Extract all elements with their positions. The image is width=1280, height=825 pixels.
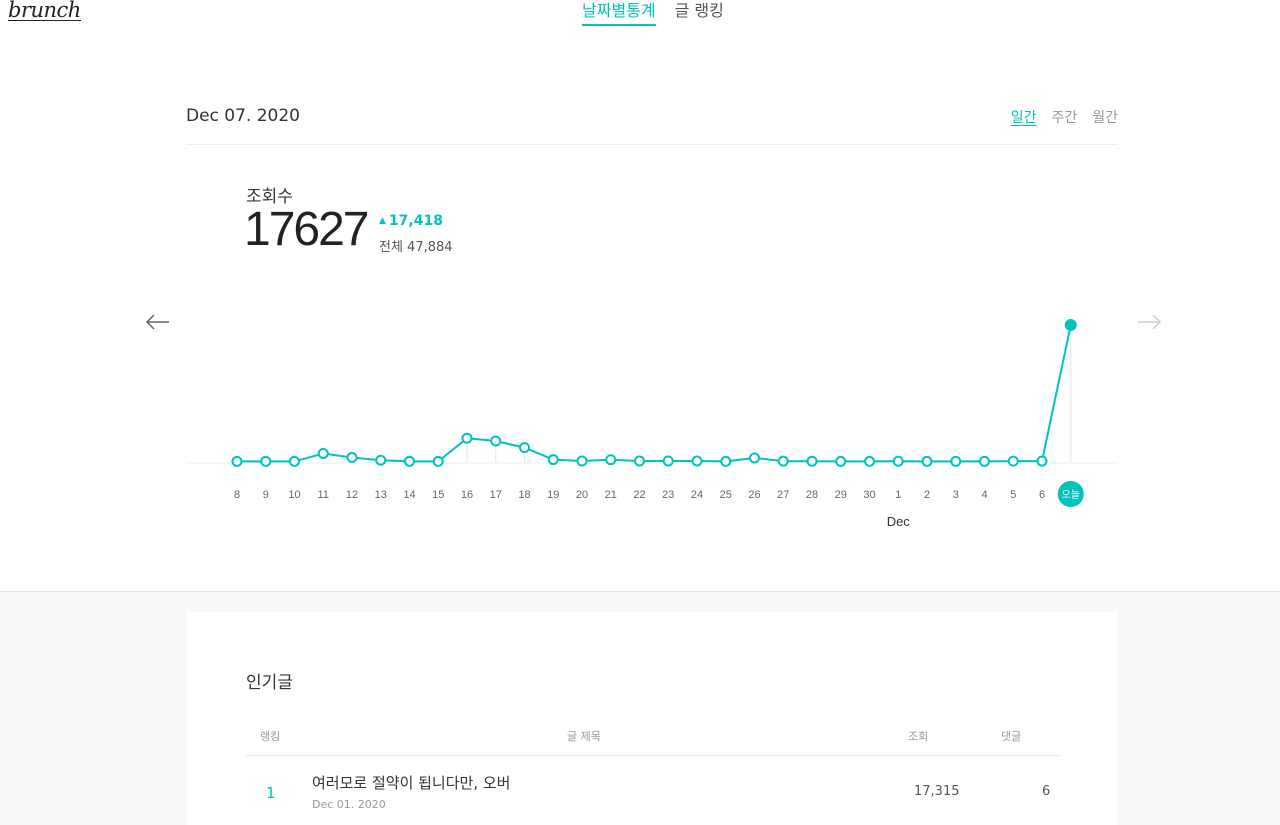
x-tick-label: 1 [895, 489, 901, 501]
table-row[interactable]: 1 여러모로 절약이 됩니다만, 오버 Dec 01. 2020 17,315 … [246, 762, 1059, 822]
x-tick-label: 4 [981, 489, 987, 501]
chart-point [317, 448, 329, 460]
x-tick-label-today: 오늘 [1062, 489, 1080, 501]
x-tick-label: 8 [234, 489, 240, 501]
chart-point [289, 455, 300, 467]
current-date: Dec 07. 2020 [186, 106, 301, 126]
x-tick-label: 25 [720, 489, 732, 501]
x-tick-label: 30 [863, 489, 875, 501]
period-tab-daily[interactable]: 일간 [1010, 110, 1037, 126]
column-title: 글 제목 [567, 730, 601, 743]
chart-point [461, 432, 473, 444]
month-label: Dec [887, 514, 911, 529]
x-tick-label: 27 [777, 489, 789, 501]
column-comments: 댓글 [1001, 730, 1022, 743]
x-tick-label: 6 [1039, 489, 1045, 501]
x-tick-label: 16 [461, 489, 473, 501]
x-tick-label: 20 [576, 489, 588, 501]
x-tick-label: 17 [490, 489, 502, 501]
chart-point [260, 455, 272, 467]
row-title[interactable]: 여러모로 절약이 됩니다만, 오버 [312, 774, 511, 792]
chart-point [892, 455, 904, 467]
chart-point [605, 454, 617, 466]
arrow-left-icon[interactable] [143, 306, 173, 336]
chart-point [835, 455, 847, 467]
chart-point [576, 455, 588, 467]
popular-posts-title: 인기글 [246, 673, 293, 693]
views-line-chart: 8 9 10 11 12 13 14 15 16 17 18 19 20 21 22 23 24 25 26 27 28… [186, 319, 1118, 529]
chart-point [921, 455, 933, 467]
chart-point [979, 455, 990, 467]
chart-series-line [237, 324, 1072, 463]
x-tick-label: 10 [288, 489, 300, 501]
metric-label: 조회수 [246, 187, 293, 207]
chart-point [950, 455, 962, 467]
x-tick-label: 29 [835, 489, 847, 501]
chart-point [1007, 455, 1019, 467]
chart-point [777, 455, 789, 467]
row-comments: 6 [1042, 784, 1051, 799]
popular-posts-card: 인기글 랭킹 글 제목 조회 댓글 1 여러모로 절약이 됩니다만, 오버 De… [186, 612, 1118, 825]
row-views: 17,315 [914, 784, 960, 799]
x-tick-label: 19 [547, 489, 559, 501]
x-tick-label: 26 [748, 489, 760, 501]
chart-point [720, 455, 732, 467]
x-tick-label: 18 [518, 489, 530, 501]
row-date: Dec 01. 2020 [312, 798, 386, 811]
chart-point [806, 455, 818, 467]
metric-value: 17627 [244, 203, 369, 256]
column-views: 조회 [908, 730, 929, 743]
x-tick-label: 23 [662, 489, 674, 501]
x-tick-label: 21 [605, 489, 617, 501]
chart-point [432, 455, 444, 467]
chart-point [519, 442, 530, 454]
period-tab-weekly[interactable]: 주간 [1051, 110, 1078, 126]
tab-post-ranking[interactable]: 글 랭킹 [674, 1, 724, 20]
x-tick-label: 22 [633, 489, 645, 501]
chart-point-today [1064, 319, 1077, 331]
x-tick-label: 14 [403, 489, 415, 501]
table-header: 랭킹 글 제목 조회 댓글 [246, 720, 1059, 756]
x-tick-label: 12 [346, 489, 358, 501]
chart-point [1036, 455, 1048, 467]
chart-point [547, 454, 559, 466]
chart-point [375, 454, 387, 466]
x-tick-label: 15 [432, 489, 444, 501]
x-tick-label: 2 [924, 489, 930, 501]
top-tabs: 날짜별통계 글 랭킹 [582, 0, 724, 26]
chart-point [490, 435, 502, 447]
x-tick-label: 13 [375, 489, 387, 501]
x-tick-label: 11 [318, 489, 329, 501]
chart-point [231, 455, 243, 467]
x-tick-label: 24 [691, 489, 703, 501]
chart-point [404, 455, 415, 467]
period-tabs: 일간 주간 월간 [1011, 107, 1118, 127]
chart-point [864, 455, 875, 467]
tab-daily-stats[interactable]: 날짜별통계 [582, 0, 656, 26]
today-badge [1057, 481, 1084, 507]
column-rank: 랭킹 [260, 730, 281, 743]
chart-point [634, 455, 645, 467]
chart-point [691, 455, 703, 467]
popular-posts-section: 인기글 랭킹 글 제목 조회 댓글 1 여러모로 절약이 됩니다만, 오버 De… [0, 591, 1280, 825]
date-row: Dec 07. 2020 일간 주간 월간 [186, 100, 1118, 145]
metric-total: 전체 47,884 [379, 240, 453, 255]
x-tick-label: 5 [1010, 489, 1016, 501]
chart-point [346, 451, 358, 463]
period-tab-monthly[interactable]: 월간 [1092, 110, 1118, 126]
row-rank: 1 [266, 784, 276, 802]
metric-delta: ▲ 17,418 [379, 213, 443, 229]
stats-section: Dec 07. 2020 일간 주간 월간 [186, 100, 1118, 145]
triangle-up-icon: ▲ [379, 216, 386, 226]
x-tick-label: 3 [953, 489, 959, 501]
chart-point [749, 452, 760, 464]
x-tick-label: 28 [806, 489, 818, 501]
top-bar: brunch 날짜별통계 글 랭킹 [0, 0, 1280, 34]
metric-delta-value: 17,418 [388, 213, 443, 229]
arrow-right-icon[interactable] [1134, 306, 1164, 336]
chart-point [662, 455, 674, 467]
brunch-logo[interactable]: brunch [8, 0, 81, 22]
x-tick-label: 9 [263, 489, 269, 501]
